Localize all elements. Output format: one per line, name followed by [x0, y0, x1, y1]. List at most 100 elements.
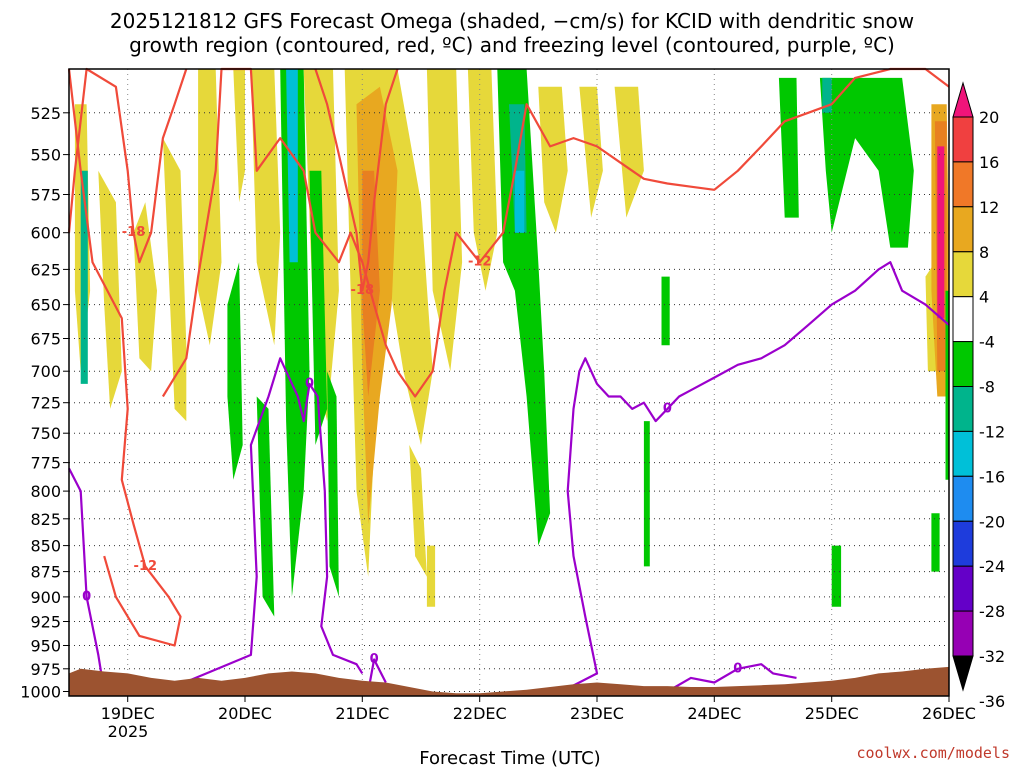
freezing-contour-label-4: 0 [733, 661, 742, 676]
colorbar-label-12: -32 [979, 647, 1005, 666]
colorbar-label-5: -4 [979, 333, 995, 352]
dendritic-contour-label-0: -12 [134, 559, 158, 574]
terrain [69, 666, 949, 696]
freezing-contour-label-3: 0 [663, 401, 672, 416]
dendritic-contour-1 [161, 67, 950, 398]
x-tick-label-0: 19DEC [101, 704, 155, 723]
x-tick-label-5: 24DEC [687, 704, 741, 723]
colorbar-bin-9 [952, 475, 974, 522]
colorbar-bin-3 [952, 206, 974, 253]
omega-region-27 [643, 421, 650, 567]
y-axis: 525 550 575 600 625 650 675 700 725 750 775 800 825 8… [20, 104, 69, 702]
x-tick-label-6: 25DEC [805, 704, 859, 723]
colorbar-label-8: -16 [979, 467, 1005, 486]
dendritic-contour-2 [67, 67, 188, 264]
colorbar-bin-0 [952, 81, 974, 118]
colorbar-label-13: -36 [979, 692, 1005, 711]
freezing-contour-label-1: 0 [305, 376, 314, 391]
freezing-contours: 0 0 0 0 0 [68, 261, 950, 693]
y-tick-label-14: 875 [30, 563, 61, 582]
colorbar-label-3: 8 [979, 243, 989, 262]
colorbar-label-9: -20 [979, 512, 1005, 531]
colorbar-bin-1 [952, 116, 974, 163]
colorbar-bin-13 [952, 655, 974, 692]
dendritic-contour-3 [314, 68, 399, 292]
omega-region-9 [256, 396, 275, 617]
dendritic-contours: -12 -12 -18 -18 [67, 67, 950, 647]
y-tick-label-1: 550 [30, 146, 61, 165]
colorbar-bin-4 [952, 251, 974, 298]
omega-region-38 [937, 146, 945, 319]
omega-region-1 [80, 170, 88, 384]
colorbar-bin-12 [952, 610, 974, 657]
y-tick-label-0: 525 [30, 104, 61, 123]
freezing-contour-1 [162, 357, 364, 693]
omega-region-8 [250, 69, 281, 346]
y-tick-label-15: 900 [30, 588, 61, 607]
y-tick-label-8: 725 [30, 394, 61, 413]
colorbar-label-7: -12 [979, 422, 1005, 441]
y-tick-label-6: 675 [30, 330, 61, 349]
omega-region-2 [98, 170, 122, 409]
omega-region-33 [831, 545, 842, 607]
colorbar-label-0: 20 [979, 108, 999, 127]
freezing-contour-label-0: 0 [82, 589, 91, 604]
x-tick-label-1: 20DEC [218, 704, 272, 723]
omega-region-19 [409, 445, 427, 577]
omega-region-30 [778, 77, 799, 218]
omega-region-39 [945, 290, 949, 480]
omega-region-4 [162, 138, 187, 422]
omega-region-18 [426, 69, 463, 372]
freezing-contour-2 [367, 658, 387, 692]
omega-region-21 [426, 545, 436, 607]
colorbar-label-2: 12 [979, 198, 999, 217]
x-tick-label-2: 21DEC [335, 704, 389, 723]
colorbar-bin-10 [952, 520, 974, 567]
dendritic-contour-label-1: -12 [468, 255, 492, 270]
plot-area: -12 -12 -18 -18 0 0 0 0 0 [67, 67, 950, 697]
y-tick-label-12: 825 [30, 510, 61, 529]
omega-shading [74, 69, 949, 617]
omega-region-28 [661, 276, 670, 346]
colorbar-label-6: -8 [979, 378, 995, 397]
chart-title-line2: growth region (contoured, red, ºC) and f… [129, 33, 895, 57]
omega-region-3 [133, 202, 157, 372]
y-tick-label-3: 600 [30, 224, 61, 243]
colorbar-bin-5 [952, 296, 974, 343]
y-tick-label-11: 800 [30, 482, 61, 501]
colorbar-bin-7 [952, 386, 974, 432]
x-tick-label-3: 22DEC [453, 704, 507, 723]
y-tick-label-5: 650 [30, 296, 61, 315]
y-tick-label-2: 575 [30, 186, 61, 205]
plot-frame [68, 68, 950, 697]
y-tick-label-17: 950 [30, 637, 61, 656]
omega-region-24 [514, 170, 525, 233]
colorbar-label-10: -24 [979, 557, 1005, 576]
x-axis-label: Forecast Time (UTC) [419, 748, 600, 768]
omega-region-29 [614, 86, 644, 218]
credit-text: coolwx.com/models [856, 744, 1010, 762]
x-axis: 19DEC 20DEC 21DEC 22DEC 23DEC 24DEC 25DEC 26DEC [101, 696, 976, 723]
colorbar-bin-8 [952, 430, 974, 477]
omega-region-17 [362, 170, 380, 397]
chart-title-line1: 2025121812 GFS Forecast Omega (shaded, −… [110, 9, 914, 33]
y-tick-label-19: 1000 [20, 683, 61, 702]
colorbar-label-1: 16 [979, 153, 999, 172]
omega-region-11 [286, 69, 298, 263]
omega-region-14 [327, 371, 339, 597]
y-tick-label-13: 850 [30, 537, 61, 556]
dendritic-contour-0 [67, 68, 182, 647]
colorbar: 20 16 12 8 4 -4 -8 -12 -16 -20 -24 -28 -32 -36 [952, 81, 1005, 711]
y-tick-label-16: 925 [30, 613, 61, 632]
x-tick-label-4: 23DEC [570, 704, 624, 723]
colorbar-label-11: -28 [979, 602, 1005, 621]
y-tick-label-7: 700 [30, 362, 61, 381]
omega-region-20 [467, 69, 498, 291]
omega-region-25 [538, 86, 568, 233]
colorbar-bin-2 [952, 161, 974, 208]
omega-region-34 [931, 513, 940, 572]
colorbar-bin-6 [952, 341, 974, 388]
freezing-contour-0 [68, 467, 106, 692]
x-year-label: 2025 [108, 722, 149, 741]
